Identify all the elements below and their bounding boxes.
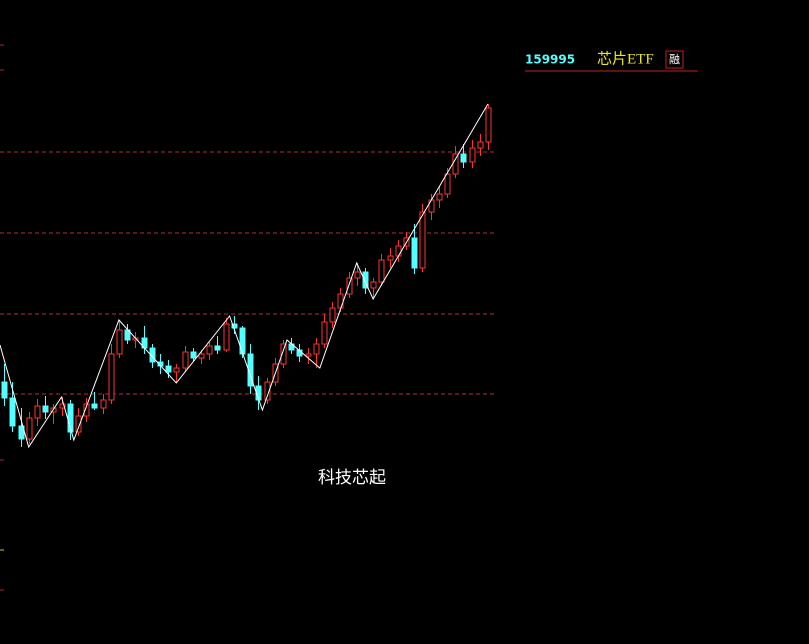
candle-body (173, 367, 180, 373)
candle-body (387, 255, 394, 261)
security-name: 芯片ETF (597, 50, 654, 67)
candle-body (305, 353, 312, 357)
zigzag-line (0, 103, 489, 449)
badge-box (665, 50, 684, 69)
candle-body (436, 193, 443, 201)
candle-body (116, 329, 123, 355)
candle-body (395, 245, 402, 257)
candle-body (108, 353, 115, 401)
candle-body (485, 107, 492, 143)
candle-body (460, 153, 467, 163)
candle-body (411, 237, 418, 269)
candle-body (100, 399, 107, 409)
candle-body (149, 347, 156, 363)
candle-body (75, 415, 82, 433)
candle-body (1, 381, 8, 399)
candle-body (9, 397, 16, 427)
badge: 融 (669, 53, 680, 66)
candle-body (214, 345, 221, 351)
candle-body (264, 381, 271, 401)
candle-body (313, 343, 320, 355)
candle-body (444, 173, 451, 195)
candle-body (419, 211, 426, 269)
candle-body (346, 277, 353, 295)
caption: 科技芯起 (318, 468, 386, 488)
security-code: 159995 (525, 53, 575, 67)
candle-body (91, 403, 98, 409)
candle-body (34, 405, 41, 419)
candle-body (280, 343, 287, 365)
candle-body (239, 327, 246, 355)
candle-body (329, 307, 336, 323)
candle-body (354, 271, 361, 279)
candle-body (198, 353, 205, 359)
candle-body (231, 323, 238, 329)
candle-body (59, 403, 66, 409)
candle-body (362, 271, 369, 289)
candle-body (477, 141, 484, 149)
candle-body (26, 417, 33, 440)
candle-body (337, 293, 344, 309)
candle-body (190, 351, 197, 359)
candle-body (165, 365, 172, 373)
candle-body (321, 321, 328, 345)
candle-body (83, 403, 90, 417)
candle-body (223, 323, 230, 351)
candle-body (370, 281, 377, 289)
candle-body (182, 351, 189, 369)
candle-body (378, 259, 385, 283)
candle-body (18, 425, 25, 440)
candle-body (206, 345, 213, 355)
candle-body (469, 147, 476, 163)
candle-body (42, 405, 49, 413)
